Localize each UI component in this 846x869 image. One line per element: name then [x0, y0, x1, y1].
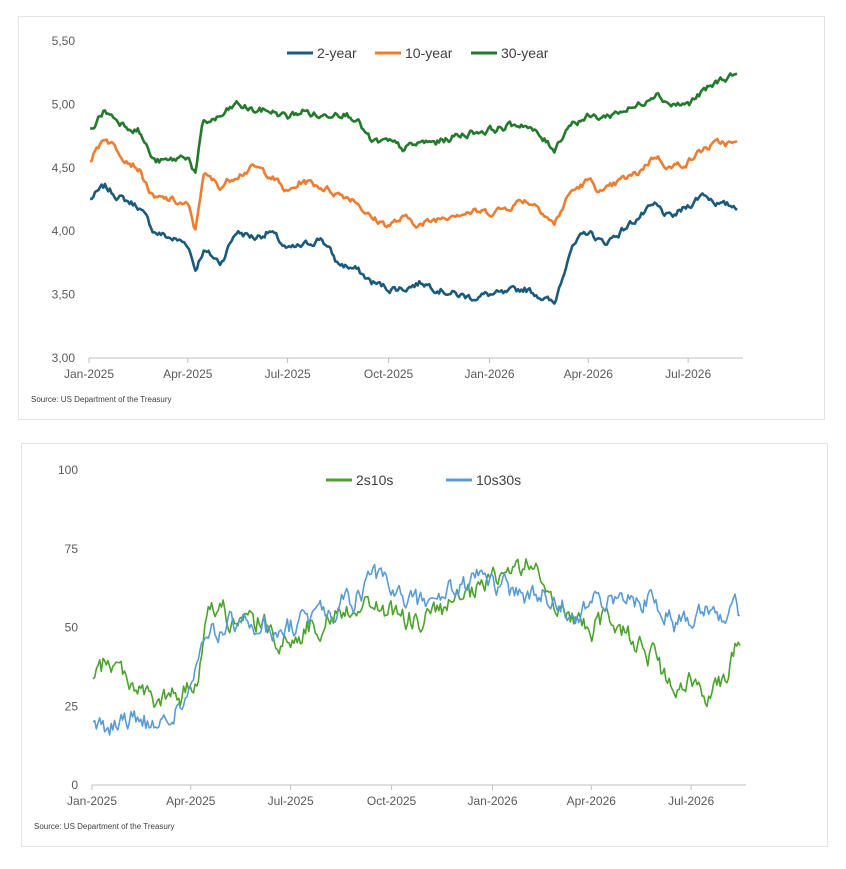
y-tick-label: 4,50 [52, 161, 76, 175]
y-tick-label: 3,00 [52, 351, 76, 365]
source-note: Source: US Department of the Treasury [34, 822, 175, 831]
x-tick-label: Jan-2026 [464, 367, 514, 381]
x-tick-label: Jul-2025 [265, 367, 311, 381]
series-line-10s30s [92, 563, 741, 736]
legend-label: 10-year [405, 45, 453, 61]
x-tick-label: Jul-2026 [665, 367, 711, 381]
legend-label: 10s30s [476, 472, 521, 488]
x-tick-label: Jul-2026 [668, 794, 714, 808]
x-tick-label: Jan-2026 [467, 794, 517, 808]
x-tick-label: Jan-2025 [67, 794, 117, 808]
x-tick-label: Jan-2025 [64, 367, 114, 381]
legend-label: 2s10s [356, 472, 393, 488]
legend-label: 30-year [501, 45, 549, 61]
y-tick-label: 5,00 [52, 97, 76, 111]
series-line-30-year [90, 72, 738, 174]
x-tick-label: Oct-2025 [364, 367, 414, 381]
y-tick-label: 50 [65, 621, 79, 635]
series-line-2s10s [92, 558, 741, 709]
x-tick-label: Apr-2025 [163, 367, 213, 381]
y-tick-label: 5,50 [52, 34, 76, 48]
series-line-10-year [89, 137, 738, 231]
curve-spreads-chart: 0 25 50 75 100 Jan-2025 Apr-2025 Jul-2025 Oct-20… [34, 463, 746, 831]
x-tick-label: Apr-2026 [567, 794, 617, 808]
spreads-chart-panel: 0 25 50 75 100 Jan-2025 Apr-2025 Jul-2025 Oct-20… [21, 443, 828, 847]
source-note: Source: US Department of the Treasury [31, 395, 172, 404]
yields-chart-panel: 3,00 3,50 4,00 4,50 5,00 5,50 Jan-2025 Apr-2025… [18, 16, 825, 420]
x-tick-label: Jul-2025 [268, 794, 314, 808]
legend-label: 2-year [317, 45, 357, 61]
x-tick-label: Apr-2025 [166, 794, 216, 808]
y-tick-label: 0 [71, 778, 78, 792]
x-tick-label: Oct-2025 [367, 794, 417, 808]
x-tick-label: Apr-2026 [564, 367, 614, 381]
y-tick-label: 25 [65, 699, 79, 713]
y-tick-label: 100 [58, 463, 78, 477]
series-line-2-year [90, 182, 738, 305]
treasury-yields-chart: 3,00 3,50 4,00 4,50 5,00 5,50 Jan-2025 Apr-2025… [31, 34, 743, 404]
y-tick-label: 4,00 [52, 224, 76, 238]
y-tick-label: 3,50 [52, 288, 76, 302]
y-tick-label: 75 [65, 542, 79, 556]
